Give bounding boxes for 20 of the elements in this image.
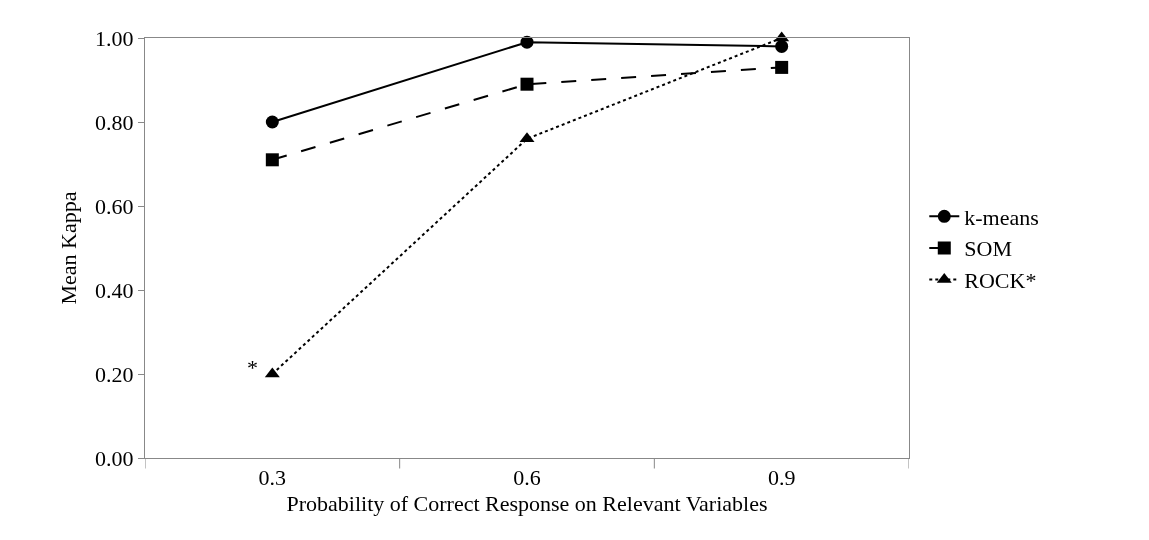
point [775,60,789,74]
x-tick-label: 0.6 [513,465,541,491]
y-axis-title: Mean Kappa [55,191,81,305]
legend-label: SOM [964,236,1012,262]
x-axis-title: Probability of Correct Response on Relevant Variables [286,491,768,517]
point [520,77,534,91]
y-tick-label: 0.60 [95,193,134,219]
legend-label: ROCK* [964,268,1037,294]
legend-label: k-means [964,204,1039,230]
y-tick-label: 0.00 [95,445,134,471]
y-tick-label: 1.00 [95,25,134,51]
y-tick-label: 0.80 [95,109,134,135]
point [265,115,279,129]
annotation: * [247,355,258,380]
x-tick-label: 0.9 [767,465,796,491]
y-tick-label: 0.40 [95,277,134,303]
y-tick-label: 0.20 [95,361,134,387]
point [265,153,279,167]
point [775,39,789,53]
x-tick-label: 0.3 [258,465,287,491]
